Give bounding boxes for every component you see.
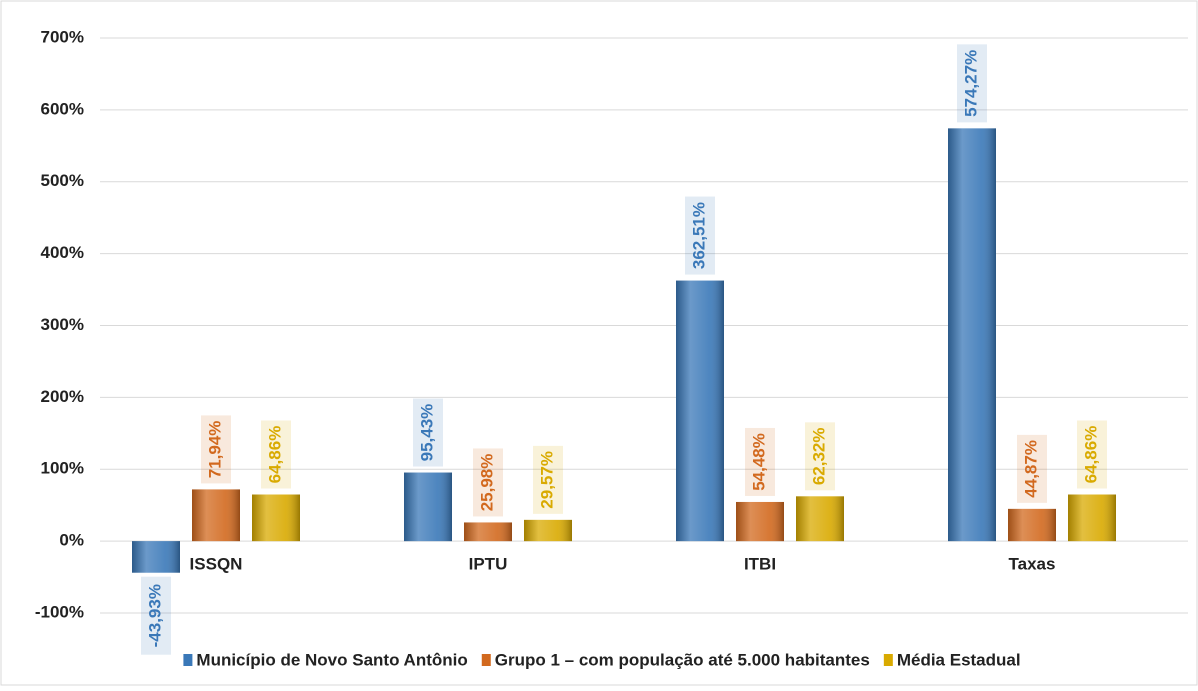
- value-label-bg: [685, 196, 715, 275]
- legend-swatch: [481, 654, 491, 666]
- x-tick-label: IPTU: [469, 555, 508, 574]
- bar: [676, 280, 724, 542]
- bar: [132, 541, 180, 573]
- value-label: 95,43%: [417, 404, 436, 462]
- legend-label: Município de Novo Santo Antônio: [196, 650, 467, 669]
- y-tick-label: 300%: [41, 315, 84, 334]
- value-label: 44,87%: [1021, 440, 1040, 498]
- bar: [736, 501, 784, 542]
- value-label: 71,94%: [205, 421, 224, 479]
- value-label: 574,27%: [961, 50, 980, 117]
- legend: Município de Novo Santo Antônio Grupo 1 –…: [183, 650, 1021, 669]
- y-tick-label: 700%: [41, 27, 84, 46]
- bar: [252, 494, 300, 542]
- value-label-bg: [141, 576, 171, 655]
- bar: [1068, 494, 1116, 542]
- value-label-bg: [1017, 434, 1047, 503]
- value-label: -43,93%: [145, 584, 164, 647]
- value-label-bg: [1077, 420, 1107, 489]
- bar: [192, 489, 240, 542]
- x-tick-label: ISSQN: [190, 555, 243, 574]
- y-tick-label: 0%: [59, 531, 84, 550]
- value-label: 29,57%: [537, 451, 556, 509]
- value-label-bg: [261, 420, 291, 489]
- value-label-bg: [201, 415, 231, 484]
- bar: [796, 496, 844, 542]
- x-tick-label: ITBI: [744, 555, 776, 574]
- value-label-bg: [533, 445, 563, 514]
- value-label-bg: [745, 427, 775, 496]
- value-label: 54,48%: [749, 433, 768, 491]
- y-tick-label: 200%: [41, 387, 84, 406]
- bar: [464, 522, 512, 542]
- x-tick-label: Taxas: [1009, 555, 1056, 574]
- legend-label: Média Estadual: [897, 650, 1021, 669]
- y-tick-label: -100%: [35, 602, 84, 621]
- value-label-bg: [957, 44, 987, 123]
- bar: [524, 519, 572, 542]
- legend-swatch: [883, 654, 893, 666]
- value-label: 64,86%: [1081, 426, 1100, 484]
- value-label-bg: [805, 422, 835, 491]
- y-tick-label: 600%: [41, 99, 84, 118]
- value-label: 25,98%: [477, 454, 496, 512]
- y-tick-label: 400%: [41, 243, 84, 262]
- value-label: 62,32%: [809, 427, 828, 485]
- value-label: 362,51%: [689, 202, 708, 269]
- bar: [1008, 508, 1056, 542]
- legend-swatch: [183, 654, 193, 666]
- y-tick-label: 100%: [41, 459, 84, 478]
- value-label-bg: [413, 398, 443, 467]
- y-tick-label: 500%: [41, 171, 84, 190]
- bar: [404, 472, 452, 542]
- legend-label: Grupo 1 – com população até 5.000 habita…: [495, 650, 870, 669]
- value-label-bg: [473, 448, 503, 517]
- bar: [948, 128, 996, 542]
- value-label: 64,86%: [265, 426, 284, 484]
